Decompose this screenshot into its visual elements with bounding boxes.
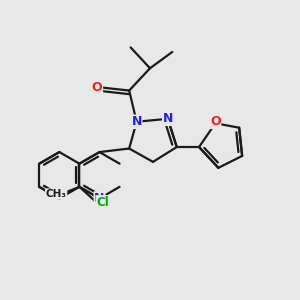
Text: CH₃: CH₃ [46, 189, 67, 199]
Text: N: N [131, 115, 142, 128]
Text: Cl: Cl [96, 196, 109, 209]
Text: O: O [210, 115, 221, 128]
Text: N: N [163, 112, 173, 125]
Text: N: N [94, 192, 105, 205]
Text: O: O [92, 81, 102, 94]
